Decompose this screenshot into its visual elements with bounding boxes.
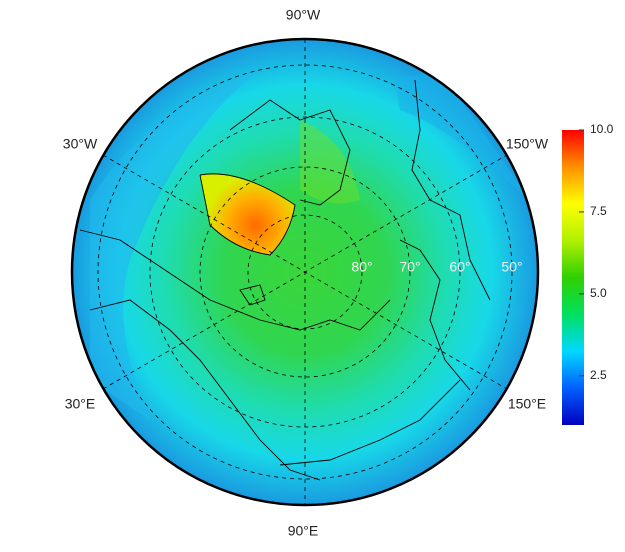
graticule	[97, 39, 513, 505]
latitude-label: 80°	[351, 259, 372, 275]
colorbar-tick-label: 10.0	[590, 122, 614, 136]
longitude-label: 150°E	[508, 396, 546, 412]
colorbar-tick-label: 5.0	[590, 286, 607, 300]
latitude-label: 50°	[501, 259, 522, 275]
longitude-label: 90°E	[288, 523, 319, 539]
longitude-label: 30°E	[65, 396, 96, 412]
colorbar-tick-label: 7.5	[590, 204, 607, 218]
longitude-label: 30°W	[63, 136, 98, 152]
longitude-label: 90°W	[286, 7, 321, 23]
colorbar	[562, 130, 584, 425]
latitude-label: 60°	[449, 259, 470, 275]
map-border	[70, 37, 540, 507]
colorbar-tick-label: 2.5	[590, 368, 607, 382]
map-field	[72, 39, 538, 505]
longitude-label: 150°W	[506, 136, 549, 152]
latitude-label: 70°	[399, 259, 420, 275]
